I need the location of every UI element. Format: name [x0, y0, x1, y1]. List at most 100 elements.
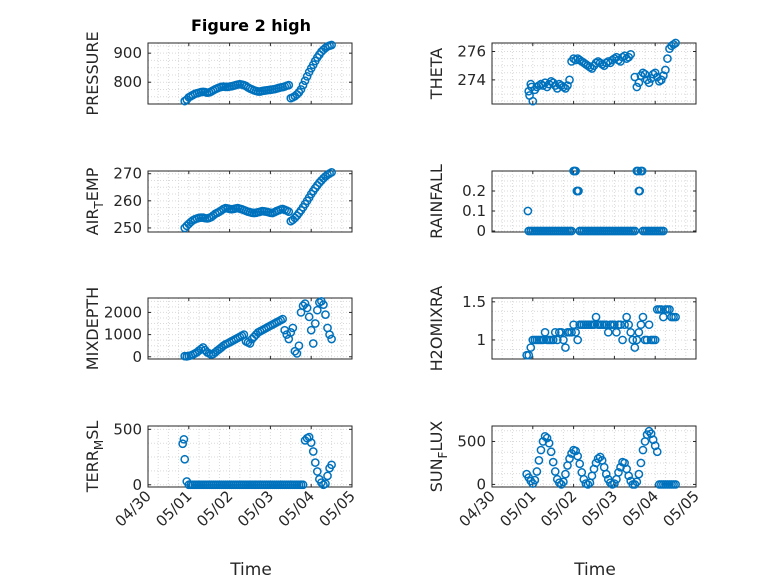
data-point	[310, 319, 320, 328]
data-point	[540, 431, 550, 441]
data-point	[573, 335, 583, 345]
data-point	[585, 62, 595, 72]
data-point	[294, 341, 304, 351]
data-point	[635, 186, 645, 196]
data-point	[618, 52, 627, 62]
data-point	[567, 226, 576, 236]
data-point	[671, 38, 680, 48]
y-tick-label: 0	[476, 222, 486, 240]
data-point	[296, 85, 306, 94]
data-point	[561, 469, 570, 479]
data-point	[571, 55, 580, 65]
data-point	[548, 335, 558, 345]
data-point	[327, 40, 336, 50]
x-tick-label: 05/05	[316, 487, 359, 530]
data-point	[569, 320, 578, 330]
y-tick-label: 1000	[104, 326, 142, 344]
y-tick-label: 0.2	[462, 182, 486, 200]
y-tick-label: 900	[113, 44, 142, 62]
axes-box-1	[147, 42, 353, 105]
data-point	[317, 478, 326, 487]
data-point	[308, 339, 318, 348]
data-point	[669, 40, 678, 49]
data-point	[624, 320, 634, 330]
y-tick-label: 276	[457, 43, 486, 61]
data-point	[569, 54, 578, 63]
data-point	[538, 335, 548, 345]
data-point	[575, 459, 585, 469]
x-tick-label: 05/03	[578, 487, 621, 530]
data-point	[550, 467, 560, 476]
data-point	[599, 462, 609, 472]
data-point	[290, 346, 300, 356]
data-point	[636, 320, 646, 330]
data-point	[633, 166, 643, 176]
data-point	[298, 80, 308, 90]
data-point	[628, 335, 638, 345]
data-point	[614, 468, 623, 477]
data-point	[574, 186, 583, 196]
data-point	[571, 446, 580, 456]
data-point	[559, 82, 568, 92]
y-tick-label: 1.5	[462, 293, 486, 311]
data-point	[524, 350, 534, 360]
data-point	[626, 327, 636, 337]
x-tick-label: 05/01	[152, 487, 195, 530]
y-axis-label: PRESSURE	[83, 31, 102, 115]
data-point	[179, 434, 189, 444]
y-tick-label: 2000	[104, 303, 142, 321]
data-point	[178, 439, 188, 449]
data-point	[591, 58, 601, 68]
data-point	[567, 327, 576, 337]
data-point	[577, 468, 587, 477]
y-tick-label: 1	[476, 331, 486, 349]
data-point	[638, 445, 648, 455]
data-point	[542, 433, 552, 443]
data-point	[610, 479, 619, 488]
data-point	[288, 323, 298, 333]
y-axis-label: AIRTEMP	[83, 167, 106, 235]
data-point	[642, 335, 652, 345]
data-point	[636, 458, 646, 468]
x-tick-label: 04/30	[456, 487, 499, 530]
data-point	[306, 438, 316, 447]
data-point	[656, 305, 666, 314]
data-point	[286, 328, 296, 337]
x-tick-label: 05/02	[193, 487, 236, 530]
data-point	[302, 72, 312, 81]
data-point	[532, 467, 542, 476]
y-tick-label: 500	[457, 432, 486, 450]
data-point	[571, 166, 580, 176]
data-point	[583, 480, 593, 489]
data-point	[589, 320, 599, 330]
data-point	[593, 454, 603, 463]
data-point	[571, 327, 580, 337]
data-point	[601, 469, 611, 479]
data-point	[659, 312, 668, 322]
data-point	[561, 343, 570, 352]
data-point	[298, 480, 308, 490]
y-axis-label: H2OMIXRA	[427, 286, 446, 372]
axes-box-5	[147, 297, 353, 360]
data-point	[565, 75, 574, 85]
data-point	[563, 81, 572, 90]
data-point	[650, 335, 660, 345]
data-point	[312, 305, 322, 315]
data-point	[640, 69, 650, 79]
data-point	[292, 349, 302, 358]
data-point	[554, 478, 564, 488]
data-point	[659, 71, 668, 80]
data-point	[638, 312, 648, 322]
data-point	[654, 76, 664, 86]
data-point	[559, 335, 568, 345]
data-point	[546, 447, 556, 457]
data-point	[323, 471, 332, 481]
data-point	[304, 312, 314, 322]
data-point	[661, 65, 670, 75]
data-point	[637, 166, 647, 176]
y-tick-label: 274	[457, 71, 486, 89]
y-tick-label: 800	[113, 73, 142, 91]
data-point	[565, 454, 574, 463]
data-point	[526, 343, 536, 352]
